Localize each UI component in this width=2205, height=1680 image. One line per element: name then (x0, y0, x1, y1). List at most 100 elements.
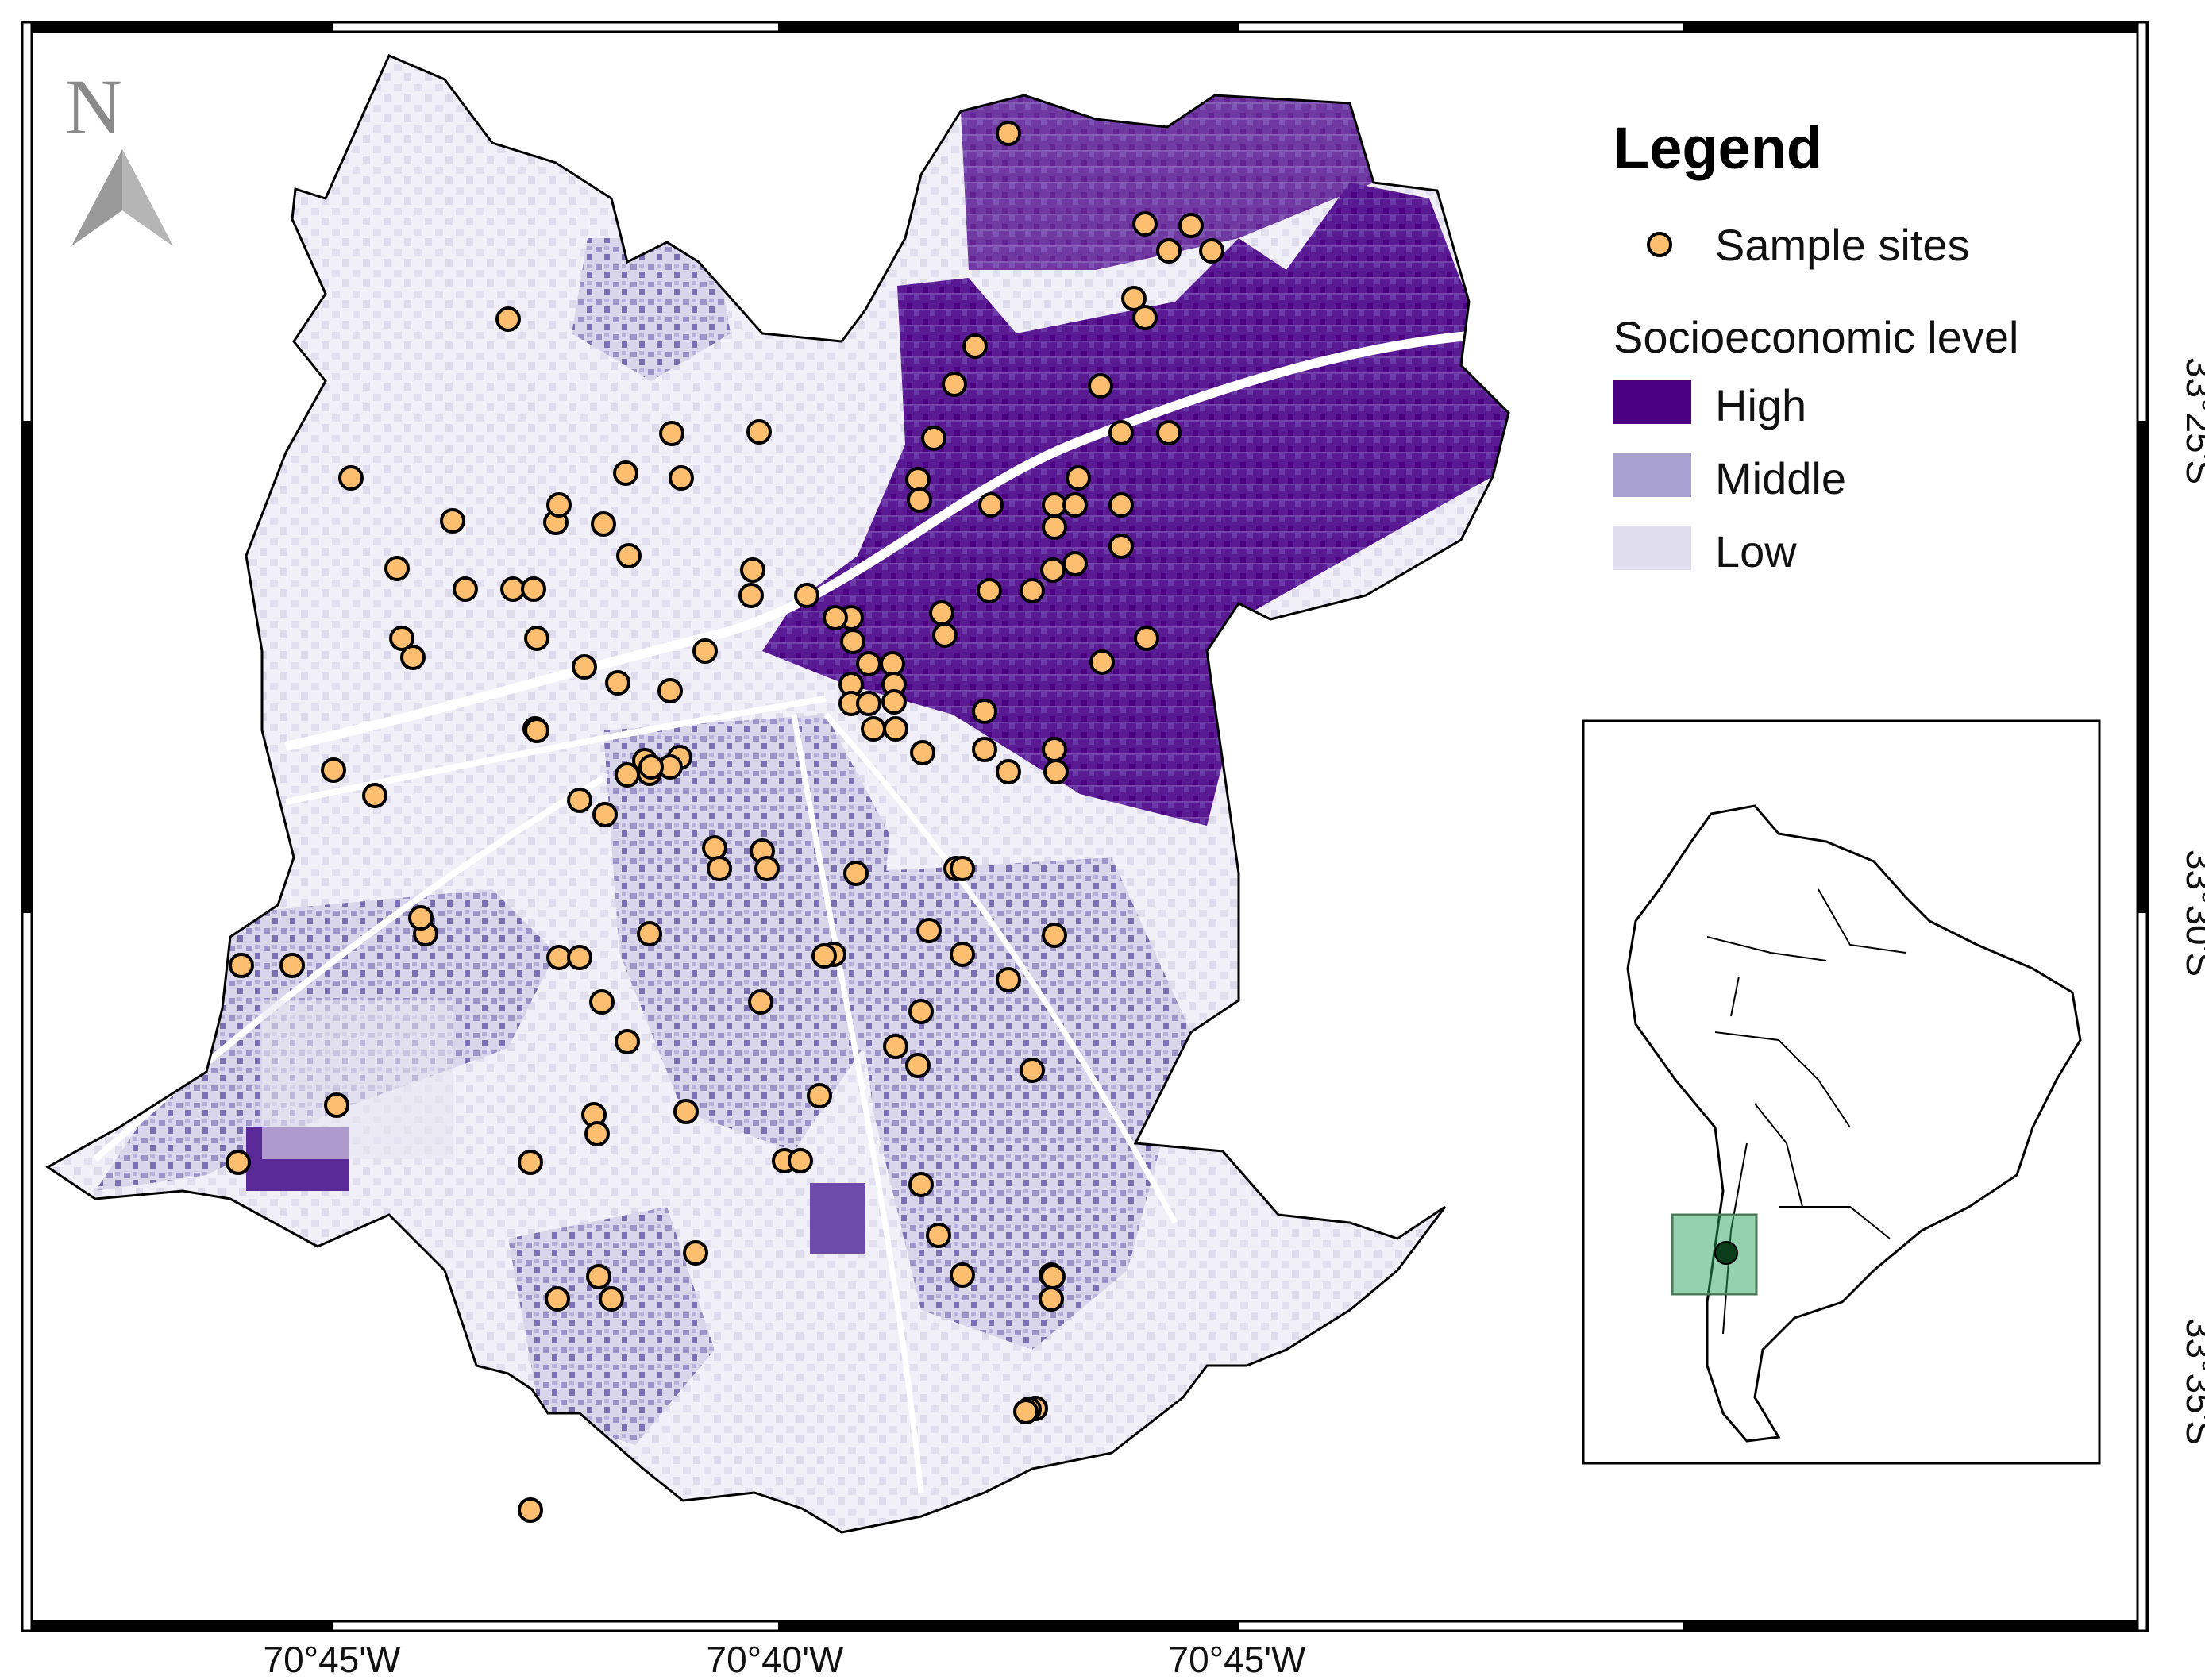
sample-site-marker (1042, 492, 1067, 518)
country-borders (1706, 888, 1906, 1335)
longitude-label-1: 70°45'W (264, 1639, 402, 1680)
sample-site-marker (972, 699, 997, 724)
sample-site-marker (584, 1121, 610, 1146)
legend-label-high: High (1715, 380, 1806, 430)
middle-zone-center (603, 715, 889, 1151)
sample-site-marker (1156, 420, 1182, 445)
sample-site-marker (996, 121, 1021, 146)
legend-socioeconomic-title: Socioeconomic level (1613, 312, 2018, 362)
sample-site-marker (1040, 557, 1066, 583)
sample-site-marker (754, 856, 780, 881)
sample-site-marker (572, 654, 597, 680)
sample-site-marker (637, 921, 662, 946)
sample-site-marker (1040, 1264, 1066, 1289)
sample-site-marker (932, 622, 958, 648)
sample-site-marker (683, 1240, 708, 1266)
sample-site-marker (616, 543, 642, 568)
sample-site-marker (1088, 373, 1113, 399)
sample-site-marker (408, 905, 434, 931)
sample-site-marker (1043, 759, 1069, 784)
sample-site-marker (907, 487, 932, 513)
sample-site-marker (1089, 649, 1115, 675)
sample-site-marker (1020, 578, 1045, 603)
sample-site-marker (950, 856, 975, 881)
sample-site-marker (905, 1053, 931, 1078)
sample-site-legend-icon (1647, 232, 1672, 257)
sample-site-marker (748, 989, 773, 1015)
sample-site-marker (1178, 213, 1204, 238)
high-zone-northeast (762, 183, 1509, 826)
sample-site-marker (362, 783, 387, 808)
sample-site-marker (1134, 626, 1159, 651)
sample-site-marker (518, 1497, 543, 1523)
legend-sample-sites-label: Sample sites (1715, 220, 1970, 270)
sample-site-marker (1020, 1058, 1045, 1083)
sample-site-marker (338, 465, 364, 491)
legend: Legend Sample sites Socioeconomic level … (1613, 115, 2018, 576)
sample-site-marker (605, 670, 630, 696)
sample-site-marker (567, 945, 592, 970)
sample-site-marker (1042, 514, 1067, 540)
sample-site-marker (638, 754, 664, 780)
legend-swatch-middle (1613, 453, 1691, 497)
city-socioeconomic-map (48, 56, 1509, 1532)
sample-site-marker (384, 556, 410, 581)
sample-site-marker (669, 465, 694, 491)
latitude-label-2: 33°30'S (2179, 850, 2205, 977)
sample-site-marker (440, 508, 465, 534)
sample-site-marker (524, 718, 549, 743)
airport-area (262, 1000, 453, 1159)
sample-site-marker (861, 716, 886, 742)
sample-site-marker (524, 626, 549, 651)
latitude-label-1: 33°25'S (2179, 357, 2205, 484)
sample-site-marker (1132, 305, 1158, 330)
sample-site-marker (589, 989, 615, 1015)
sample-site-marker (1108, 492, 1134, 518)
sample-site-marker (929, 600, 954, 626)
sample-site-marker (978, 492, 1004, 518)
sample-site-marker (591, 511, 616, 537)
sample-site-marker (659, 421, 684, 446)
sample-site-marker (883, 716, 908, 742)
middle-zone-south (842, 857, 1191, 1350)
sample-site-marker (546, 945, 572, 970)
sample-site-marker (738, 583, 764, 608)
north-arrow: N (65, 63, 173, 246)
sample-site-marker (921, 426, 946, 451)
main-road-west (285, 696, 827, 805)
high-parcel-south (810, 1183, 865, 1254)
sample-site-marker (1042, 737, 1067, 762)
sample-site-marker (692, 638, 718, 664)
sample-site-marker (972, 737, 997, 762)
sample-site-marker (321, 757, 346, 783)
sample-site-marker (546, 492, 572, 518)
sample-site-marker (905, 467, 931, 492)
sample-site-marker (996, 967, 1021, 992)
sample-site-marker (545, 1286, 570, 1312)
sample-site-marker (1108, 420, 1134, 445)
legend-title: Legend (1613, 115, 1822, 181)
sample-site-marker (962, 333, 988, 359)
main-road-southeast (823, 712, 1178, 1224)
sample-site-marker (453, 576, 478, 602)
sample-site-marker (746, 419, 772, 445)
north-letter: N (65, 63, 122, 151)
sample-site-marker (324, 1092, 349, 1118)
main-road-southwest (93, 775, 606, 1162)
sample-site-marker (615, 762, 640, 788)
sample-site-marker (1013, 1399, 1039, 1424)
sample-site-marker (996, 759, 1021, 784)
middle-zone-north (572, 238, 731, 381)
sample-site-marker (673, 1099, 699, 1124)
inset-highlight-box (1671, 1213, 1758, 1296)
main-road-south (791, 714, 924, 1493)
legend-swatch-low (1613, 526, 1691, 570)
sample-site-marker (1121, 286, 1147, 311)
sample-site-marker (843, 861, 869, 886)
sample-site-marker (1156, 238, 1182, 264)
sample-site-marker (856, 651, 881, 676)
sample-site-marker (1108, 534, 1134, 559)
sample-site-marker (910, 740, 935, 765)
sample-site-marker (389, 626, 414, 651)
longitude-label-3: 70°45'W (1169, 1639, 1307, 1680)
